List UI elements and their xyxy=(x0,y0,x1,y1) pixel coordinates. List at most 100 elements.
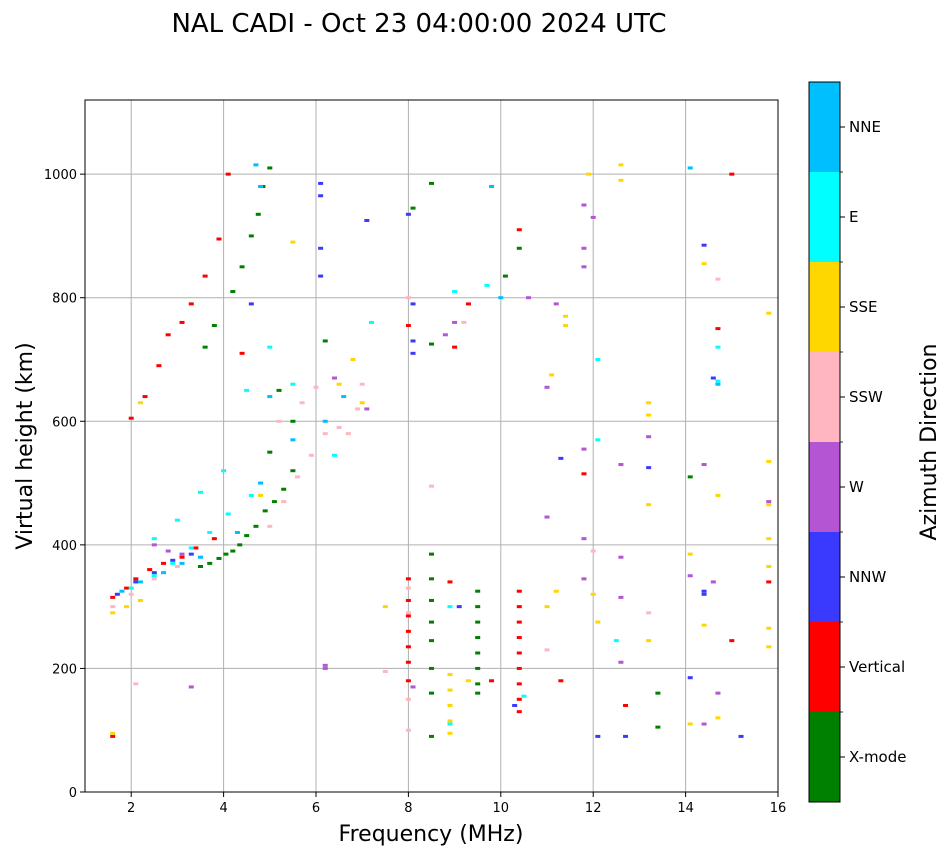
data-point xyxy=(179,555,185,559)
data-point xyxy=(553,302,559,306)
data-point xyxy=(128,586,134,590)
data-point xyxy=(715,382,721,386)
data-point xyxy=(766,564,772,568)
data-point xyxy=(590,215,596,219)
x-tick-label: 12 xyxy=(585,801,602,816)
data-point xyxy=(516,636,522,640)
colorbar-segment xyxy=(809,352,840,442)
x-tick-label: 16 xyxy=(770,801,787,816)
data-point xyxy=(267,450,273,454)
data-point xyxy=(618,555,624,559)
data-point xyxy=(244,388,250,392)
data-point xyxy=(253,163,259,167)
y-tick-label: 0 xyxy=(69,786,77,801)
data-point xyxy=(147,568,153,572)
data-point xyxy=(766,645,772,649)
colorbar-label: X-mode xyxy=(849,748,906,766)
data-point xyxy=(766,626,772,630)
data-point xyxy=(318,246,324,250)
data-point xyxy=(248,234,254,238)
data-point xyxy=(151,543,157,547)
data-point xyxy=(322,419,328,423)
data-point xyxy=(623,734,629,738)
data-point xyxy=(715,327,721,331)
data-point xyxy=(447,722,453,726)
data-point xyxy=(239,265,245,269)
data-point xyxy=(290,382,296,386)
data-point xyxy=(281,487,287,491)
data-point xyxy=(368,320,374,324)
data-point xyxy=(382,605,388,609)
data-point xyxy=(198,555,203,559)
data-point xyxy=(701,722,707,726)
series-e xyxy=(128,283,721,726)
data-point xyxy=(701,243,707,247)
data-point xyxy=(193,546,199,550)
data-point xyxy=(290,419,296,423)
data-point xyxy=(558,679,564,683)
data-point xyxy=(562,324,568,328)
data-point xyxy=(701,262,707,266)
data-point xyxy=(512,704,518,707)
data-point xyxy=(521,694,527,698)
data-point xyxy=(290,438,296,442)
data-point xyxy=(137,401,143,405)
colorbar-title: Azimuth Direction xyxy=(917,343,942,540)
data-point xyxy=(526,296,532,300)
data-point xyxy=(405,614,411,618)
data-point xyxy=(516,697,522,701)
data-point xyxy=(110,595,116,599)
data-point xyxy=(341,395,347,399)
x-tick-label: 4 xyxy=(219,801,227,816)
data-point xyxy=(729,172,735,176)
data-point xyxy=(110,605,116,609)
x-tick-label: 14 xyxy=(677,801,694,816)
data-point xyxy=(230,549,236,553)
data-point xyxy=(447,605,453,609)
data-point xyxy=(322,666,328,670)
data-point xyxy=(216,237,222,241)
data-point xyxy=(331,453,337,457)
colorbar-segment xyxy=(809,82,840,172)
data-point xyxy=(581,203,587,207)
data-point xyxy=(405,660,411,664)
data-point xyxy=(133,682,139,686)
data-point xyxy=(452,290,458,294)
data-point xyxy=(364,407,370,411)
data-point xyxy=(221,469,227,473)
data-point xyxy=(715,691,721,695)
colorbar-segment xyxy=(809,172,840,262)
data-point xyxy=(516,228,522,232)
data-point xyxy=(549,373,555,377)
colorbar-segment xyxy=(809,532,840,622)
data-point xyxy=(558,456,564,460)
data-point xyxy=(202,345,208,349)
x-axis-ticks: 2 4 6 8 10 12 14 16 xyxy=(127,792,786,816)
data-point xyxy=(766,503,772,507)
data-point xyxy=(475,651,481,655)
data-point xyxy=(429,181,434,185)
data-point xyxy=(350,358,356,361)
x-tick-label: 2 xyxy=(127,801,135,816)
x-tick-label: 8 xyxy=(404,801,412,816)
data-point xyxy=(405,586,411,590)
data-point xyxy=(170,561,176,565)
data-point xyxy=(124,586,130,590)
data-point xyxy=(405,679,411,683)
data-point xyxy=(595,620,601,624)
series-nne xyxy=(119,163,721,593)
series-nnw xyxy=(114,181,744,738)
data-point xyxy=(174,518,180,522)
data-point xyxy=(230,290,236,294)
data-point xyxy=(766,459,772,463)
data-point xyxy=(410,206,416,210)
data-point xyxy=(359,382,365,386)
data-point xyxy=(137,580,143,584)
data-point xyxy=(308,453,314,457)
data-point xyxy=(475,620,481,624)
data-point xyxy=(475,682,481,686)
data-point xyxy=(223,552,229,556)
data-point xyxy=(179,561,185,565)
data-point xyxy=(646,466,652,470)
data-point xyxy=(211,537,217,541)
